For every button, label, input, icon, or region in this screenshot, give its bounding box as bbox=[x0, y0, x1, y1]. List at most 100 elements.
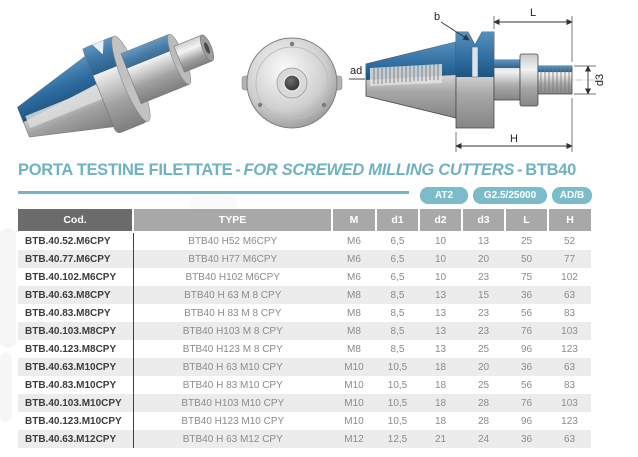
cell-value: 103 bbox=[561, 325, 578, 337]
cell-value: 77 bbox=[563, 253, 576, 265]
cell-value: 56 bbox=[520, 379, 533, 391]
dim-label-d3: d3 bbox=[594, 74, 606, 86]
column-header-d2: d2 bbox=[418, 209, 462, 233]
badge-coolant: AD/B bbox=[552, 187, 592, 204]
cell-value: 23 bbox=[477, 325, 490, 337]
cell-value: 12,5 bbox=[387, 433, 408, 445]
title-english: FOR SCREWED MILLING CUTTERS bbox=[243, 161, 515, 179]
table-row: BTB.40.77.M6CPY BTB40 H77 M6CPY M6 6,5 10 20 5… bbox=[18, 250, 591, 268]
cell-value: 25 bbox=[477, 343, 490, 355]
dim-label-b: b bbox=[434, 11, 440, 23]
cell-value: 25 bbox=[520, 236, 533, 247]
cell-value: 96 bbox=[520, 415, 533, 427]
cell-code: BTB.40.52.M6CPY bbox=[25, 236, 111, 247]
cell-value: 63 bbox=[563, 289, 576, 301]
cell-code: BTB.40.77.M6CPY bbox=[25, 253, 111, 265]
cell-value: 56 bbox=[520, 307, 533, 319]
cell-value: M8 bbox=[347, 343, 361, 355]
cell-value: 13 bbox=[477, 236, 490, 247]
cell-value: 75 bbox=[520, 271, 533, 283]
cell-value: 21 bbox=[434, 433, 447, 445]
cell-value: 25 bbox=[477, 379, 490, 391]
cell-type: BTB40 H52 M6CPY bbox=[132, 232, 332, 250]
dim-label-ad: ad bbox=[350, 65, 362, 77]
cell-value: 13 bbox=[434, 307, 447, 319]
cell-value: 28 bbox=[477, 415, 490, 427]
cell-value: 36 bbox=[520, 433, 533, 445]
badge-tolerance: AT2 bbox=[420, 187, 468, 204]
cell-code: BTB.40.123.M10CPY bbox=[25, 415, 122, 427]
cell-value: 103 bbox=[561, 397, 578, 409]
cell-type: BTB40 H103 M 8 CPY bbox=[132, 322, 332, 340]
table-row: BTB.40.103.M10CPY BTB40 H103 M10 CPY M10 10… bbox=[18, 394, 591, 412]
cell-value: 36 bbox=[520, 361, 533, 373]
cell-type: BTB40 H103 M10 CPY bbox=[132, 394, 332, 412]
cell-value: 6,5 bbox=[390, 253, 405, 265]
column-header-m: M bbox=[331, 209, 376, 233]
cell-type: BTB40 H77 M6CPY bbox=[132, 250, 332, 268]
dim-label-h: H bbox=[510, 133, 518, 145]
cell-code: BTB.40.103.M10CPY bbox=[25, 397, 122, 409]
column-header-d1: d1 bbox=[375, 209, 419, 233]
cell-value: 8,5 bbox=[390, 289, 405, 301]
cell-value: 20 bbox=[477, 361, 490, 373]
cell-value: 8,5 bbox=[390, 325, 405, 337]
cell-value: 83 bbox=[563, 379, 576, 391]
title-separator: - bbox=[235, 161, 241, 179]
cell-code: BTB.40.83.M10CPY bbox=[25, 379, 117, 391]
page-title: PORTA TESTINE FILETTATE - FOR SCREWED MILL… bbox=[18, 161, 576, 180]
title-product-code: BTB40 bbox=[525, 161, 577, 179]
cell-type: BTB40 H 63 M12 CPY bbox=[132, 430, 332, 448]
column-header-h: H bbox=[547, 209, 591, 233]
table-row: BTB.40.83.M10CPY BTB40 H 83 M10 CPY M10 10,… bbox=[18, 376, 591, 394]
table-row: BTB.40.63.M8CPY BTB40 H 63 M 8 CPY M8 8,5 13… bbox=[18, 286, 591, 304]
toolholder-3d-render-image bbox=[17, 33, 215, 138]
toolholder-front-view-image bbox=[241, 37, 343, 129]
stub-thread-hatch bbox=[540, 68, 570, 92]
column-header-type: TYPE bbox=[132, 209, 332, 233]
cell-value: 10 bbox=[434, 236, 447, 247]
cell-value: 8,5 bbox=[390, 307, 405, 319]
table-row: BTB.40.103.M8CPY BTB40 H103 M 8 CPY M8 8,5 1… bbox=[18, 322, 591, 340]
cell-value: M6 bbox=[347, 236, 361, 247]
cell-value: 23 bbox=[477, 271, 490, 283]
cell-code: BTB.40.83.M8CPY bbox=[25, 307, 111, 319]
cell-value: 6,5 bbox=[390, 271, 405, 283]
cell-value: 24 bbox=[477, 433, 490, 445]
cell-value: 83 bbox=[563, 307, 576, 319]
cell-type: BTB40 H 63 M10 CPY bbox=[132, 358, 332, 376]
cell-value: 10 bbox=[434, 253, 447, 265]
cell-value: 76 bbox=[520, 397, 533, 409]
cell-value: 18 bbox=[434, 415, 447, 427]
cell-type: BTB40 H123 M10 CPY bbox=[132, 412, 332, 430]
cell-value: 10 bbox=[434, 271, 447, 283]
cell-value: M6 bbox=[347, 253, 361, 265]
cell-type: BTB40 H 83 M 8 CPY bbox=[132, 304, 332, 322]
cell-type: BTB40 H123 M 8 CPY bbox=[132, 340, 332, 358]
cell-value: 23 bbox=[477, 307, 490, 319]
cell-value: 10,5 bbox=[387, 379, 408, 391]
table-row: BTB.40.102.M6CPY BTB40 H102 M6CPY M6 6,5 10 2… bbox=[18, 268, 591, 286]
cell-code: BTB.40.63.M12CPY bbox=[25, 433, 117, 445]
column-header-cod: Cod. bbox=[18, 209, 133, 233]
cell-value: M10 bbox=[344, 415, 364, 427]
cell-value: M8 bbox=[347, 325, 361, 337]
cell-type: BTB40 H 83 M10 CPY bbox=[132, 376, 332, 394]
cell-value: M10 bbox=[344, 361, 364, 373]
badge-balancing: G2.5/25000 bbox=[473, 187, 547, 204]
cell-type: BTB40 H102 M6CPY bbox=[132, 268, 332, 286]
cell-value: 123 bbox=[561, 343, 578, 355]
cell-value: 76 bbox=[520, 325, 533, 337]
cell-code: BTB.40.63.M8CPY bbox=[25, 289, 111, 301]
cell-value: 36 bbox=[520, 289, 533, 301]
product-images: b ad L d3 H bbox=[0, 0, 638, 161]
cell-code: BTB.40.63.M10CPY bbox=[25, 361, 117, 373]
cell-value: 15 bbox=[477, 289, 490, 301]
table-row: BTB.40.52.M6CPY BTB40 H52 M6CPY M6 6,5 10 13 2… bbox=[18, 232, 591, 250]
cell-value: 18 bbox=[434, 379, 447, 391]
cell-value: 6,5 bbox=[390, 236, 405, 247]
background-watermark bbox=[0, 352, 12, 422]
